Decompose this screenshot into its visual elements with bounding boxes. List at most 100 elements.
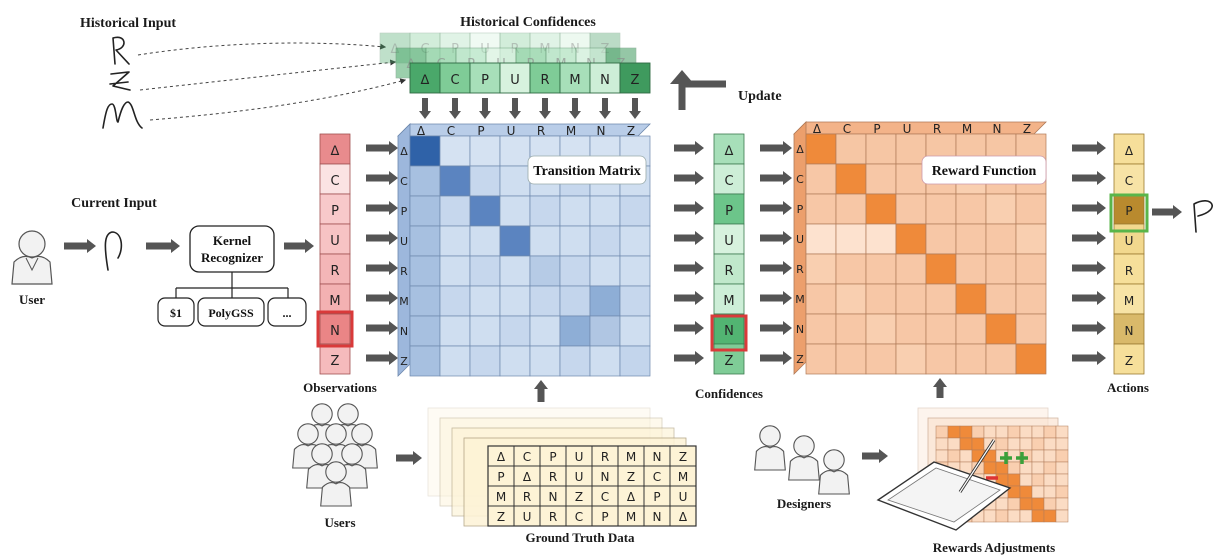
rf-cell [955, 223, 987, 255]
recognizer-dollar-one-label: $1 [170, 306, 182, 320]
observation-symbol: U [330, 234, 340, 249]
rf-col-header: R [933, 122, 941, 136]
observations-label: Observations [303, 380, 377, 395]
ground-truth-symbol: Z [679, 450, 687, 464]
adjustment-cell [1055, 497, 1069, 511]
confidence-cell [713, 313, 745, 345]
ground-truth-symbol: Z [627, 470, 635, 484]
update-label: Update [738, 89, 782, 104]
rf-cell [865, 133, 897, 165]
ground-truth-symbol: Z [575, 490, 583, 504]
user-label: User [19, 292, 45, 307]
ground-truth-symbol: P [653, 490, 660, 504]
actions-column: ᐃ C P U R M N Z [1109, 133, 1149, 375]
adjustment-cell [983, 425, 997, 439]
confidence-cell [713, 253, 745, 285]
tm-cell [409, 315, 441, 347]
ground-truth-symbol: M [678, 470, 688, 484]
adjustment-cell [1007, 425, 1021, 439]
adjustment-cell [959, 437, 973, 451]
rf-cell [895, 343, 927, 375]
hist-cell [559, 62, 591, 94]
designer-figure [754, 425, 786, 471]
kernel-recognizer-line2: Recognizer [201, 250, 263, 265]
ground-truth-symbol: C [523, 450, 531, 464]
arrow-obs-to-matrix [366, 231, 398, 245]
tm-cell [439, 255, 471, 287]
adjustment-cell [1043, 485, 1057, 499]
ground-truth-symbol: U [523, 510, 532, 524]
adjustment-cell [1055, 437, 1069, 451]
arrow-reward-to-actions [1072, 351, 1106, 365]
tm-cell [559, 195, 591, 227]
rf-col-header: U [903, 122, 912, 136]
ground-truth-symbol: P [497, 470, 504, 484]
adjustment-cell [1007, 509, 1021, 523]
rf-cell [1015, 313, 1047, 345]
arrow-matrix-to-conf [674, 231, 704, 245]
designer-figure [788, 435, 820, 481]
rf-side-face [793, 121, 807, 375]
arrow-adjustments-up [933, 378, 947, 398]
tm-col-header: Z [627, 124, 635, 138]
rf-cell [895, 163, 927, 195]
adjustment-cell [947, 437, 961, 451]
hist-symbol: C [450, 73, 459, 88]
action-symbol: ᐃ [1125, 144, 1134, 158]
tm-cell [529, 315, 561, 347]
arrow-matrix-to-conf [674, 351, 704, 365]
action-cell [1113, 223, 1145, 255]
rf-cell [1015, 223, 1047, 255]
tm-row-header: R [400, 265, 408, 278]
user-icon [11, 230, 53, 285]
tm-cell [439, 225, 471, 257]
rf-row-header: M [795, 293, 805, 306]
tm-row-header: U [400, 235, 408, 248]
rf-cell [955, 193, 987, 225]
rf-cell [805, 283, 837, 315]
arrow-actions-to-output [1152, 205, 1182, 219]
rewards-adjustments-illustration [876, 407, 1069, 531]
arrow-reward-to-actions [1072, 291, 1106, 305]
rf-cell [835, 313, 867, 345]
observation-symbol: M [329, 294, 340, 309]
tm-col-header: C [447, 124, 455, 138]
user-figure [320, 461, 352, 507]
tm-col-header: U [507, 124, 516, 138]
observation-symbol: Z [331, 354, 340, 369]
hist-down-arrow [419, 98, 431, 119]
reward-function-matrix: ᐃ C P U R M N Z ᐃ C P U R M N Z [793, 121, 1047, 375]
rf-row-header: N [796, 323, 804, 336]
historical-down-arrows [419, 98, 641, 119]
arrow-obs-to-matrix [366, 171, 398, 185]
ground-truth-symbol: ᐃ [497, 450, 506, 464]
ground-truth-symbol: R [601, 450, 609, 464]
tm-cell [559, 255, 591, 287]
rf-cell [955, 343, 987, 375]
rf-cell [805, 223, 837, 255]
adjustment-cell [1019, 509, 1033, 523]
adjustment-cell [935, 449, 949, 463]
confidence-highlight [710, 314, 748, 352]
confidence-symbol: U [724, 234, 734, 249]
arrow-recognizer-to-observations [284, 239, 314, 253]
observation-cell [319, 313, 351, 345]
rf-row-header: P [797, 203, 804, 216]
rf-cell [925, 283, 957, 315]
arrow-conf-to-reward [760, 291, 792, 305]
ground-truth-symbol: M [626, 450, 636, 464]
tm-cell [409, 135, 441, 167]
action-cell [1113, 253, 1145, 285]
rf-col-header: P [873, 122, 880, 136]
ground-truth-symbol: C [575, 510, 583, 524]
arrow-obs-to-matrix [366, 291, 398, 305]
adjustment-cell [947, 425, 961, 439]
action-symbol: M [1124, 294, 1134, 308]
ground-truth-symbol: P [549, 450, 556, 464]
rf-cell [835, 343, 867, 375]
hist-symbol: P [481, 73, 489, 88]
transition-matrix-tag [527, 155, 647, 185]
ground-truth-symbol: U [679, 490, 688, 504]
